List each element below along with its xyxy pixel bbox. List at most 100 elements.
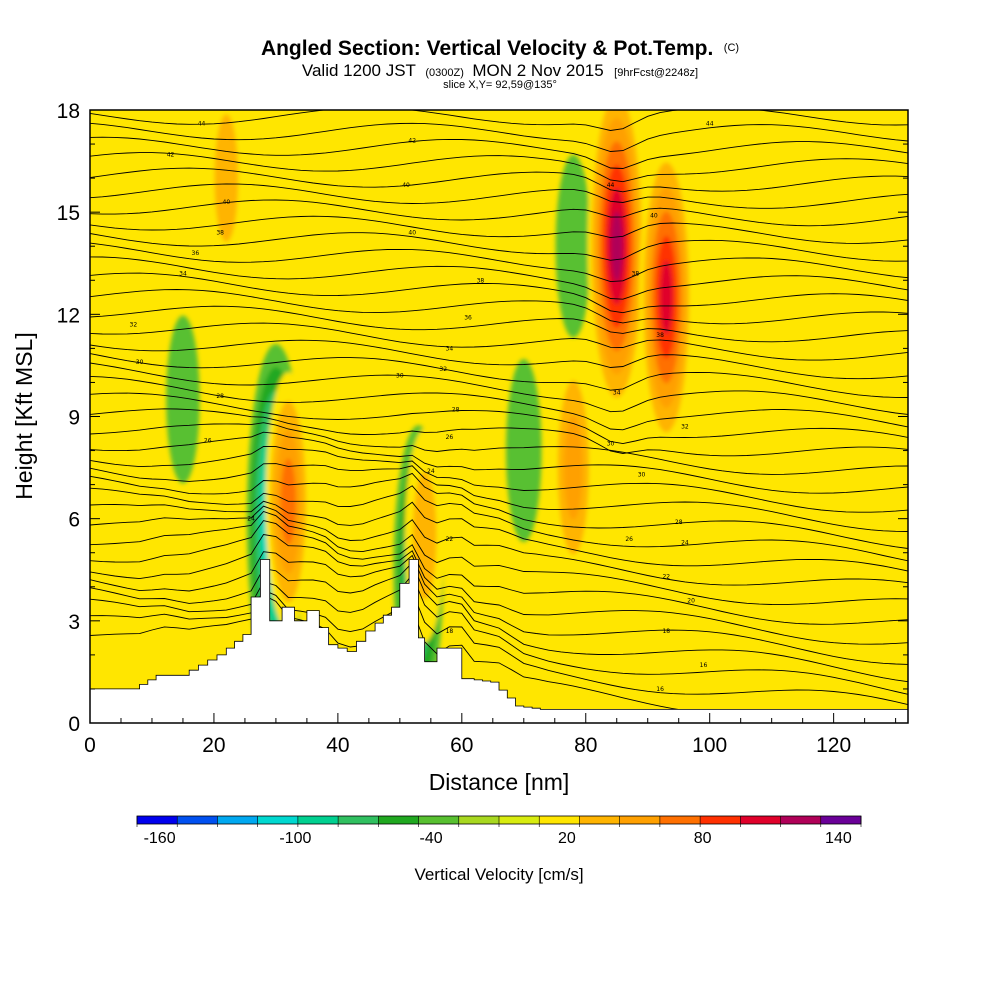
contour-label-39: 18 (662, 628, 670, 635)
colorbar-bin-8 (458, 816, 500, 824)
x-tick-label: 120 (816, 734, 851, 757)
x-axis: 0 20 40 60 80 100 120 (84, 713, 897, 757)
chart-slice-text: slice X,Y= 92,59@135° (443, 79, 557, 91)
y-tick-label: 6 (68, 509, 80, 532)
contour-label-9: 26 (204, 437, 212, 444)
theta-contour-5 (90, 534, 908, 645)
colorbar-bin-9 (499, 816, 540, 824)
chart-title-text: Angled Section: Vertical Velocity & Pot.… (261, 37, 713, 60)
theta-contour-25 (90, 272, 908, 314)
theta-contour-11 (90, 472, 908, 549)
theta-contour-27 (90, 242, 908, 283)
contour-label-11: 42 (408, 138, 416, 145)
theta-contour-13 (90, 446, 908, 513)
chart-subtitle: Valid 1200 JST (0300Z) MON 2 Nov 2015 [9… (302, 61, 698, 80)
colorbar-tick-label: -100 (279, 830, 311, 847)
subtitle-forecast: [9hrFcst@2248z] (614, 67, 698, 79)
theta-contour-9 (90, 500, 908, 572)
colorbar: -160 -100 -40 20 80 140 (136, 815, 862, 847)
y-tick-label: 0 (68, 713, 80, 736)
contour-label-29: 38 (656, 332, 664, 339)
colorbar-bin-3 (257, 816, 299, 824)
theta-contour-16 (90, 408, 908, 457)
theta-contour-33 (90, 152, 908, 183)
colorbar-bin-1 (177, 816, 218, 824)
colorbar-bin-2 (217, 816, 258, 824)
contour-labels: 44 42 40 38 36 34 32 30 28 26 24 42 40 40 38 36 34 32 30 28… (130, 121, 714, 693)
theta-contour-24 (90, 289, 908, 325)
colorbar-bin-4 (297, 816, 339, 824)
contour-label-27: 40 (650, 213, 658, 220)
x-tick-label: 60 (450, 734, 473, 757)
contour-label-7: 30 (136, 359, 144, 366)
colorbar-bin-14 (700, 816, 741, 824)
contour-label-37: 22 (662, 574, 670, 581)
plot-area: 44 42 40 38 36 34 32 30 28 26 24 42 40 40 38 36 34 32 30 28… (90, 110, 908, 723)
contour-label-8: 28 (216, 393, 224, 400)
colorbar-bin-5 (338, 816, 379, 824)
colorbar-bin-17 (820, 816, 862, 824)
theta-contour-36 (90, 110, 908, 131)
y-tick-label: 12 (57, 304, 80, 327)
colorbar-bin-16 (780, 816, 822, 824)
updraft-core-0-level-6 (610, 211, 623, 282)
colorbar-tick-label: 20 (558, 830, 576, 847)
theta-contour-14 (90, 431, 908, 494)
updraft-core-5-level-1 (214, 114, 239, 243)
contour-label-24: 18 (446, 628, 454, 635)
y-axis-label: Height [Kft MSL] (11, 332, 37, 499)
chart-title-units: (C) (724, 42, 739, 54)
contour-label-31: 32 (681, 424, 689, 431)
contour-label-3: 38 (216, 230, 224, 237)
contour-label-20: 26 (446, 434, 454, 441)
theta-contour-12 (90, 463, 908, 532)
contour-label-22: 22 (446, 536, 454, 543)
contour-label-28: 38 (632, 270, 640, 277)
colorbar-bin-15 (740, 816, 781, 824)
contour-label-6: 32 (130, 322, 138, 329)
updraft-core-2-level-2 (563, 415, 583, 520)
colorbar-tick-label: 140 (825, 830, 852, 847)
x-tick-label: 100 (692, 734, 727, 757)
subtitle-date: MON 2 Nov 2015 (472, 61, 603, 80)
colorbar-bin-0 (137, 816, 178, 824)
contour-label-17: 32 (439, 366, 447, 373)
colorbar-bin-11 (579, 816, 620, 824)
theta-contour-10 (90, 485, 908, 562)
theta-contour-29 (90, 215, 908, 244)
contour-label-13: 40 (408, 230, 416, 237)
contour-label-40: 16 (700, 662, 708, 669)
downdraft-core-4-level-0 (166, 315, 200, 484)
theta-contour-3 (90, 561, 908, 683)
theta-contour-20 (90, 353, 908, 398)
theta-contour-26 (90, 256, 908, 300)
x-tick-label: 80 (574, 734, 597, 757)
theta-contour-22 (90, 322, 908, 361)
subtitle-valid: Valid 1200 JST (302, 61, 416, 80)
contour-label-12: 40 (402, 182, 410, 189)
colorbar-tick-label: -160 (144, 830, 176, 847)
y-tick-label: 18 (57, 100, 80, 123)
contour-label-1: 42 (167, 151, 175, 158)
downdraft-core-3-level-0 (555, 154, 592, 338)
colorbar-bin-13 (659, 816, 701, 824)
theta-contours (90, 110, 908, 717)
contour-label-16: 34 (446, 345, 454, 352)
contour-label-5: 34 (179, 270, 187, 277)
theta-contour-18 (90, 375, 908, 431)
x-tick-label: 40 (326, 734, 349, 757)
colorbar-bin-10 (539, 816, 580, 824)
contour-label-10: 24 (247, 516, 255, 523)
contour-label-14: 38 (477, 277, 485, 284)
contour-label-25: 44 (706, 121, 714, 128)
colorbar-bin-12 (619, 816, 661, 824)
contour-label-32: 30 (607, 441, 615, 448)
x-axis-label: Distance [nm] (429, 769, 570, 795)
contour-label-2: 40 (223, 199, 231, 206)
contour-label-21: 24 (427, 468, 435, 475)
colorbar-tick-label: -40 (420, 830, 443, 847)
contour-label-33: 30 (638, 471, 646, 478)
y-tick-label: 15 (57, 202, 80, 225)
theta-contour-19 (90, 362, 908, 415)
